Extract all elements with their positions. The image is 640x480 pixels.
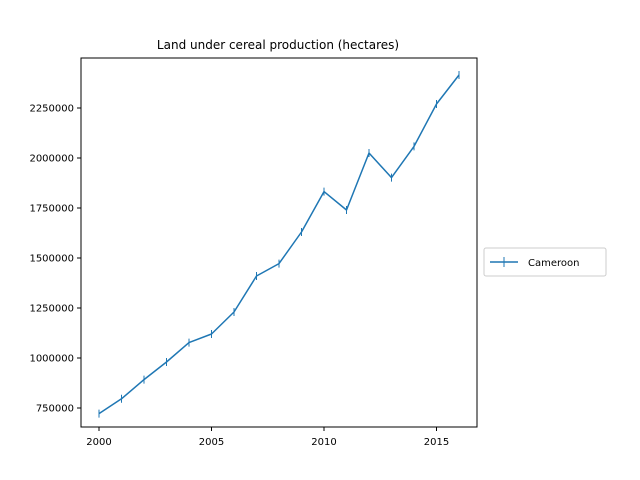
- y-tick-label: 1500000: [29, 254, 74, 265]
- y-tick-label: 1000000: [29, 354, 74, 365]
- x-tick-label: 2015: [424, 437, 449, 448]
- y-tick-label: 750000: [36, 404, 74, 415]
- y-tick-label: 2250000: [29, 104, 74, 115]
- x-tick-label: 2010: [311, 437, 336, 448]
- legend-label-cameroon: Cameroon: [528, 258, 579, 269]
- plot-area: 2000 2005 2010 2015 750000 1000000 1250000 1500…: [29, 57, 478, 448]
- y-tick-label: 1250000: [29, 304, 74, 315]
- chart-title: Land under cereal production (hectares): [157, 38, 399, 52]
- legend: Cameroon: [483, 247, 607, 277]
- legend-frame: [483, 247, 607, 277]
- y-tick-label: 2000000: [29, 154, 74, 165]
- y-tick-label: 1750000: [29, 204, 74, 215]
- x-tick-label: 2005: [199, 437, 224, 448]
- axes-frame: [80, 57, 478, 428]
- x-tick-label: 2000: [86, 437, 111, 448]
